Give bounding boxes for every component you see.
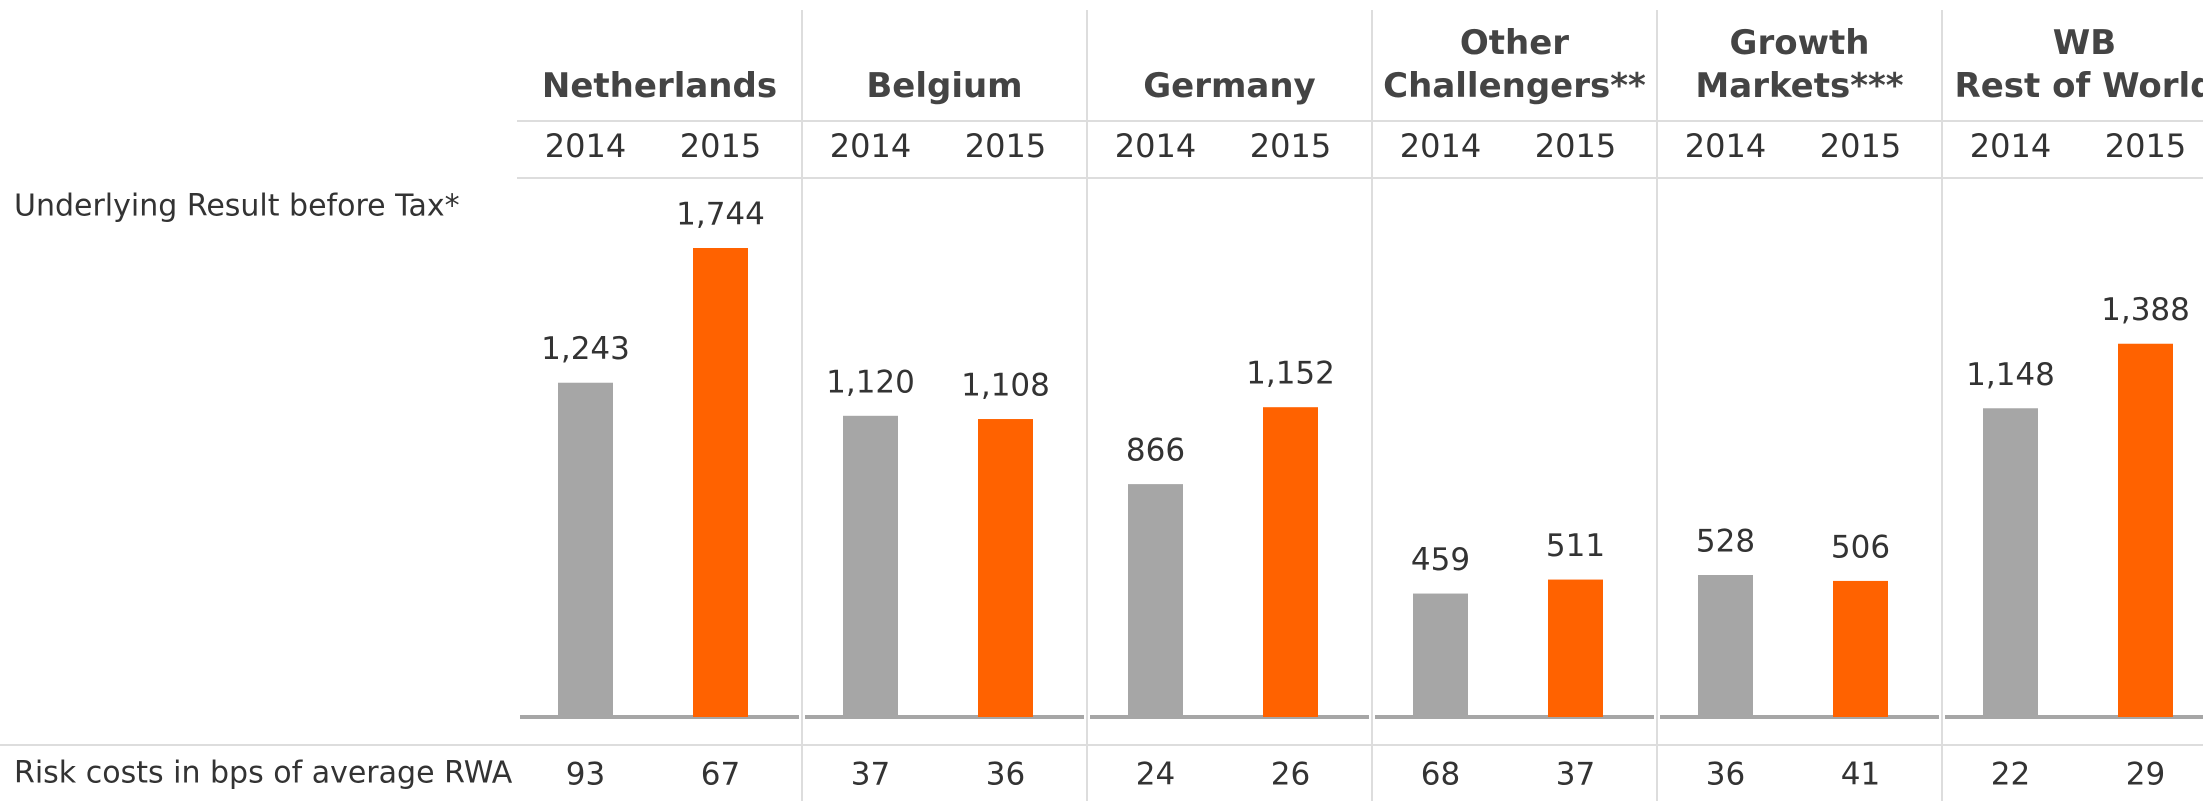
year-label: 2014 bbox=[545, 127, 626, 165]
risk-value: 22 bbox=[1991, 757, 2030, 793]
group-label: Germany bbox=[1143, 66, 1316, 106]
bar bbox=[1263, 407, 1318, 717]
bar bbox=[978, 419, 1033, 717]
group-label: WB Rest of World bbox=[1954, 23, 2203, 106]
risk-value: 36 bbox=[986, 757, 1025, 793]
bar bbox=[1548, 579, 1603, 717]
value-label: 1,148 bbox=[1966, 357, 2055, 393]
risk-value: 68 bbox=[1421, 757, 1460, 793]
risk-value: 24 bbox=[1136, 757, 1175, 793]
year-label: 2015 bbox=[1250, 127, 1331, 165]
risk-value: 36 bbox=[1706, 757, 1745, 793]
value-label: 528 bbox=[1696, 524, 1755, 560]
value-label: 1,243 bbox=[541, 331, 630, 367]
risk-value: 93 bbox=[566, 757, 605, 793]
bar bbox=[1413, 593, 1468, 717]
bar bbox=[1983, 408, 2038, 717]
value-label: 1,388 bbox=[2101, 292, 2190, 328]
bar bbox=[1128, 484, 1183, 717]
value-label: 459 bbox=[1411, 542, 1470, 578]
risk-value: 37 bbox=[851, 757, 890, 793]
row-label: Risk costs in bps of average RWA bbox=[14, 756, 513, 791]
bar bbox=[843, 415, 898, 717]
risk-value: 26 bbox=[1271, 757, 1310, 793]
year-label: 2015 bbox=[965, 127, 1046, 165]
risk-value: 37 bbox=[1556, 757, 1595, 793]
value-label: 1,152 bbox=[1246, 356, 1335, 392]
value-label: 1,744 bbox=[676, 197, 765, 233]
bar bbox=[1698, 575, 1753, 717]
value-label: 1,120 bbox=[826, 364, 915, 400]
year-label: 2014 bbox=[1970, 127, 2051, 165]
value-label: 511 bbox=[1546, 528, 1605, 564]
group-label: Netherlands bbox=[541, 66, 778, 106]
year-label: 2015 bbox=[2105, 127, 2186, 165]
row-label: Underlying Result before Tax* bbox=[14, 189, 460, 224]
year-label: 2015 bbox=[1535, 127, 1616, 165]
year-label: 2014 bbox=[830, 127, 911, 165]
year-label: 2014 bbox=[1115, 127, 1196, 165]
value-label: 506 bbox=[1831, 529, 1890, 565]
bar bbox=[1833, 580, 1888, 717]
value-label: 1,108 bbox=[961, 368, 1050, 404]
year-label: 2015 bbox=[680, 127, 761, 165]
group-label: Growth Markets*** bbox=[1695, 23, 1904, 106]
bar bbox=[693, 248, 748, 717]
group-label: Belgium bbox=[866, 66, 1023, 106]
year-label: 2014 bbox=[1400, 127, 1481, 165]
year-label: 2014 bbox=[1685, 127, 1766, 165]
value-label: 866 bbox=[1126, 433, 1185, 469]
bar bbox=[558, 382, 613, 717]
group-label: Other Challengers** bbox=[1383, 23, 1646, 106]
risk-value: 67 bbox=[701, 757, 740, 793]
year-label: 2015 bbox=[1820, 127, 1901, 165]
risk-value: 41 bbox=[1841, 757, 1880, 793]
risk-value: 29 bbox=[2126, 757, 2165, 793]
bar bbox=[2118, 343, 2173, 717]
